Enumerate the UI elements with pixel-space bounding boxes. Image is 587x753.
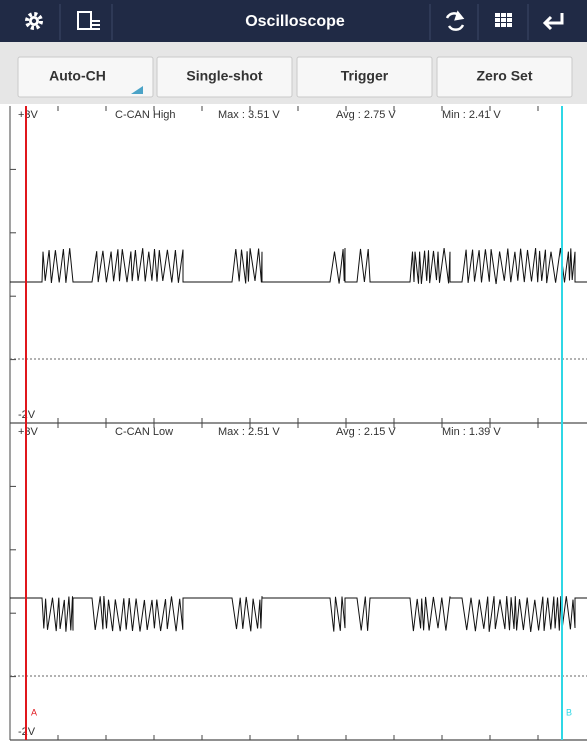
- channel-name: C-CAN Low: [115, 426, 173, 438]
- cursor-b-label: B: [566, 707, 572, 717]
- button-label: Auto-CH: [49, 68, 106, 84]
- button-label: Zero Set: [476, 68, 532, 84]
- scale-top-label: +3V: [18, 426, 39, 438]
- toolbar-button[interactable]: Auto-CH: [17, 56, 154, 98]
- avg-value: Avg : 2.75 V: [336, 109, 396, 121]
- min-value: Min : 2.41 V: [442, 109, 501, 121]
- save-button[interactable]: [77, 11, 100, 30]
- settings-button[interactable]: [25, 12, 43, 30]
- button-frame: [436, 56, 573, 98]
- refresh-button[interactable]: [445, 10, 465, 31]
- channel-name: C-CAN High: [115, 109, 176, 121]
- min-value: Min : 1.39 V: [442, 426, 501, 438]
- avg-value: Avg : 2.15 V: [336, 426, 396, 438]
- toolbar-button[interactable]: Single-shot: [156, 56, 293, 98]
- waveform: [10, 595, 587, 632]
- button-frame: [296, 56, 433, 98]
- dropdown-corner: [131, 86, 143, 94]
- plot-area: [0, 104, 587, 748]
- max-value: Max : 3.51 V: [218, 109, 280, 121]
- toolbar-button[interactable]: Trigger: [296, 56, 433, 98]
- button-label: Single-shot: [186, 68, 263, 84]
- header-title: Oscilloscope: [245, 13, 345, 30]
- scale-top-label: +3V: [18, 109, 39, 121]
- toolbar-button[interactable]: Zero Set: [436, 56, 573, 98]
- button-frame: [17, 56, 154, 98]
- button-label: Trigger: [341, 68, 389, 84]
- button-frame: [156, 56, 293, 98]
- back-button[interactable]: [542, 13, 564, 31]
- header-dividers: [59, 4, 529, 40]
- max-value: Max : 2.51 V: [218, 426, 280, 438]
- waveform: [10, 247, 587, 285]
- cursor-a-label: A: [31, 707, 37, 717]
- grid-button[interactable]: [495, 13, 512, 27]
